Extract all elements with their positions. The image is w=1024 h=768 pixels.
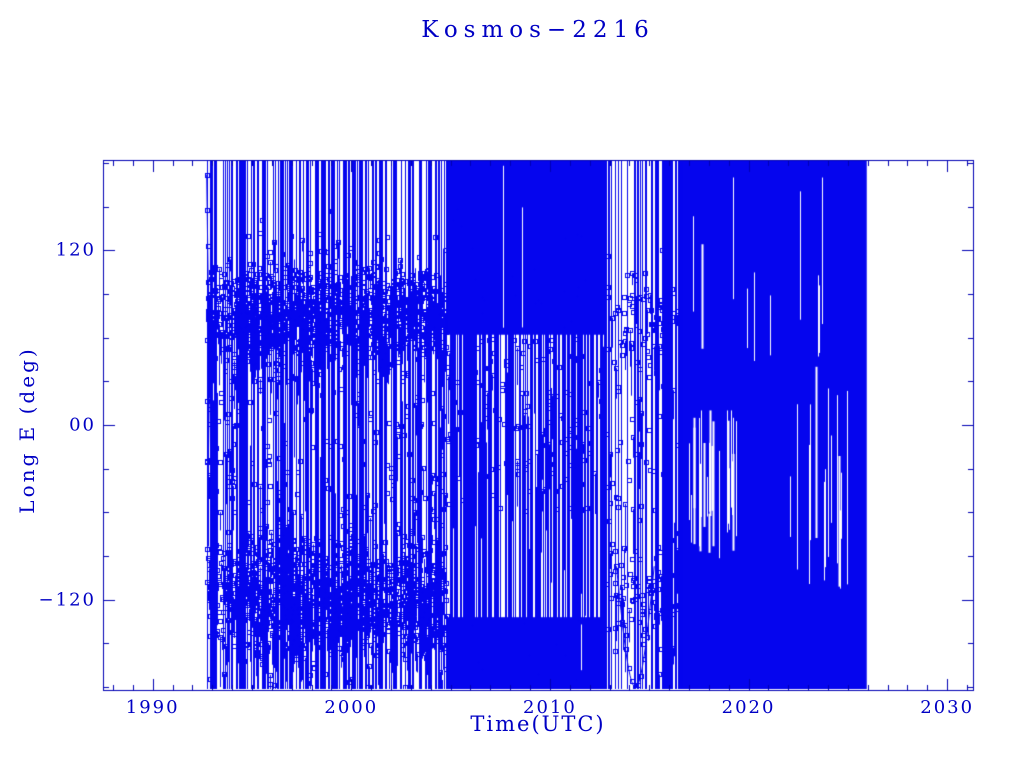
x-tick-label-2030: 2030 — [920, 697, 975, 718]
x-axis-label: Time(UTC) — [470, 712, 606, 736]
y-tick-label-0: 00 — [69, 414, 96, 436]
x-tick-label-2000: 2000 — [324, 697, 379, 718]
y-axis-label: Long E (deg) — [15, 346, 39, 514]
x-tick-label-2010: 2010 — [523, 697, 577, 718]
x-tick-label-1990: 1990 — [125, 697, 180, 718]
y-tick-label-120: 120 — [55, 239, 96, 261]
y-tick-label--120: −120 — [38, 589, 96, 611]
x-tick-label-2020: 2020 — [721, 697, 776, 718]
chart-title: Kosmos−2216 — [421, 17, 655, 43]
